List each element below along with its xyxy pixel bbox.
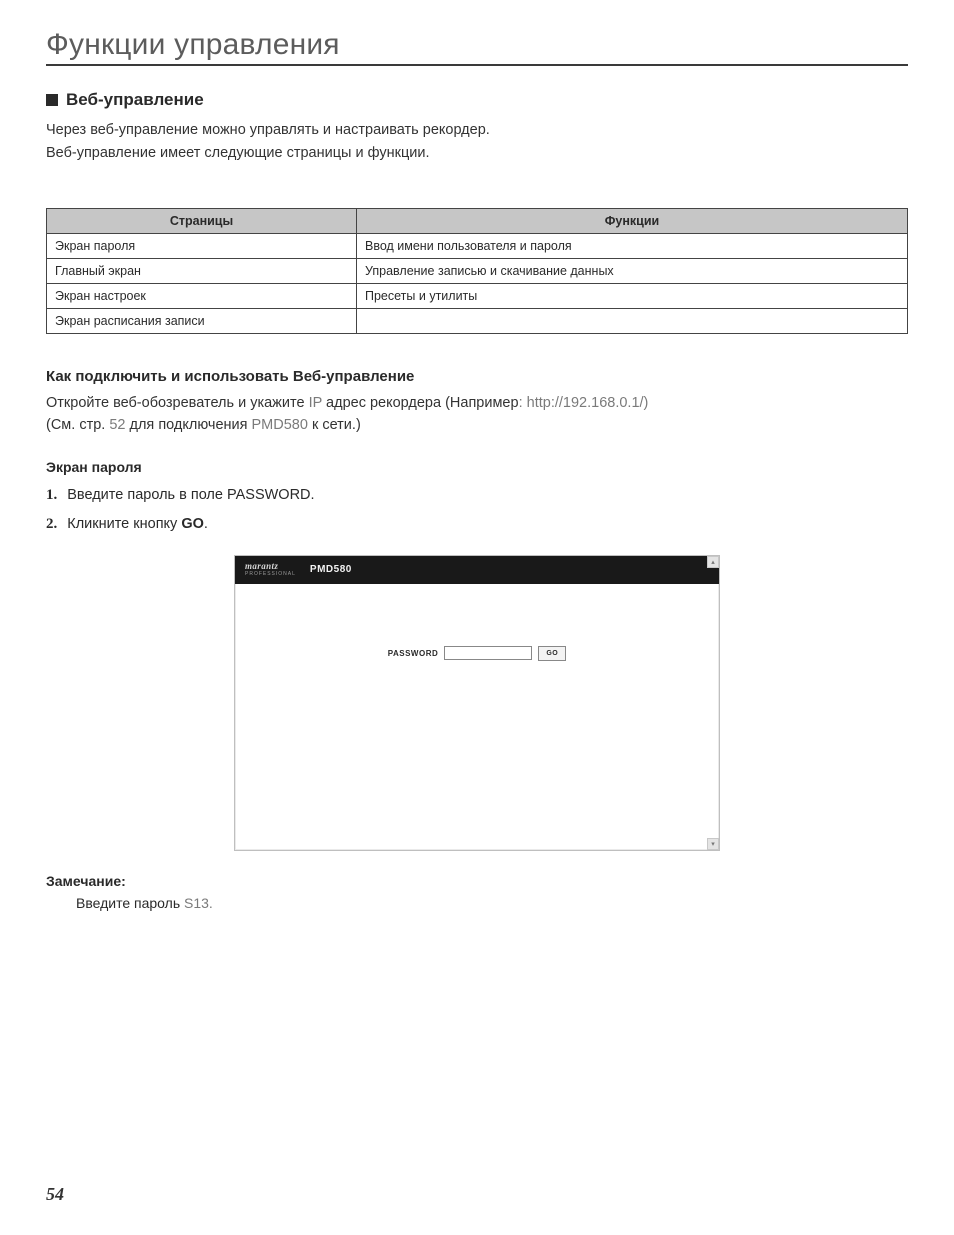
- password-label: PASSWORD: [388, 649, 439, 658]
- section-header-row: Веб-управление: [46, 90, 908, 110]
- model-label: PMD580: [310, 564, 352, 575]
- password-screen-heading: Экран пароля: [46, 459, 908, 475]
- step-number: 2.: [46, 516, 57, 533]
- chapter-title: Функции управления: [46, 28, 908, 66]
- step-text: Введите пароль в поле PASSWORD.: [67, 487, 314, 503]
- text-run-grey: 52: [109, 417, 125, 433]
- th-pages: Страницы: [47, 209, 357, 234]
- note-body: Введите пароль S13.: [46, 895, 908, 911]
- text-run-grey: : http://192.168.0.1/): [519, 395, 649, 411]
- text-run: к сети.): [308, 417, 361, 433]
- scroll-up-icon[interactable]: ▴: [707, 556, 719, 568]
- go-button[interactable]: GO: [538, 646, 566, 661]
- screenshot-header-bar: marantz PROFESSIONAL PMD580: [235, 556, 719, 584]
- page-number: 54: [46, 1184, 64, 1205]
- text-run-bold: GO: [181, 516, 204, 532]
- howto-line-1: Откройте веб-обозреватель и укажите IP а…: [46, 393, 908, 415]
- text-run-grey: S13.: [184, 895, 213, 911]
- table-row: Экран расписания записи: [47, 309, 908, 334]
- password-input[interactable]: [444, 646, 532, 660]
- td-func: [357, 309, 908, 334]
- td-page: Экран пароля: [47, 234, 357, 259]
- intro-line-1: Через веб-управление можно управлять и н…: [46, 120, 908, 141]
- text-run-grey: PMD580: [252, 417, 308, 433]
- table-row: Главный экран Управление записью и скачи…: [47, 259, 908, 284]
- text-run: адрес рекордера (Например: [322, 395, 519, 411]
- step-item: 2. Кликните кнопку GO.: [46, 516, 908, 533]
- text-run: .: [204, 516, 208, 532]
- steps-list: 1. Введите пароль в поле PASSWORD. 2. Кл…: [46, 487, 908, 533]
- text-run: Кликните кнопку: [67, 516, 181, 532]
- brand-subtitle: PROFESSIONAL: [245, 572, 296, 577]
- text-run: Введите пароль в поле: [67, 487, 227, 503]
- text-run: PASSWORD.: [227, 487, 315, 503]
- howto-line-2: (См. стр. 52 для подключения PMD580 к се…: [46, 415, 908, 437]
- scroll-down-icon[interactable]: ▾: [707, 838, 719, 850]
- note-heading: Замечание:: [46, 873, 908, 889]
- text-run: Введите пароль: [76, 895, 184, 911]
- howto-heading: Как подключить и использовать Веб-управл…: [46, 368, 908, 385]
- password-form: PASSWORD GO: [388, 646, 567, 661]
- table-header-row: Страницы Функции: [47, 209, 908, 234]
- pages-functions-table-block: Страницы Функции Экран пароля Ввод имени…: [46, 208, 908, 334]
- td-page: Экран расписания записи: [47, 309, 357, 334]
- td-func: Пресеты и утилиты: [357, 284, 908, 309]
- step-text: Кликните кнопку GO.: [67, 516, 208, 532]
- td-func: Управление записью и скачивание данных: [357, 259, 908, 284]
- brand-name: marantz: [245, 562, 296, 571]
- text-run: Откройте веб-обозреватель и укажите: [46, 395, 309, 411]
- pages-functions-table: Страницы Функции Экран пароля Ввод имени…: [46, 208, 908, 334]
- intro-line-2: Веб-управление имеет следующие страницы …: [46, 143, 908, 164]
- th-functions: Функции: [357, 209, 908, 234]
- td-page: Главный экран: [47, 259, 357, 284]
- section-title: Веб-управление: [66, 90, 204, 110]
- text-run: (См. стр.: [46, 417, 109, 433]
- td-func: Ввод имени пользователя и пароля: [357, 234, 908, 259]
- table-row: Экран пароля Ввод имени пользователя и п…: [47, 234, 908, 259]
- text-run-grey: IP: [309, 395, 322, 411]
- text-run: для подключения: [125, 417, 251, 433]
- td-page: Экран настроек: [47, 284, 357, 309]
- screenshot-body: PASSWORD GO: [235, 584, 719, 850]
- embedded-screenshot-wrap: ▴ marantz PROFESSIONAL PMD580 PASSWORD G…: [46, 555, 908, 851]
- step-item: 1. Введите пароль в поле PASSWORD.: [46, 487, 908, 504]
- table-row: Экран настроек Пресеты и утилиты: [47, 284, 908, 309]
- step-number: 1.: [46, 487, 57, 504]
- square-bullet-icon: [46, 94, 58, 106]
- embedded-screenshot: ▴ marantz PROFESSIONAL PMD580 PASSWORD G…: [234, 555, 720, 851]
- brand-block: marantz PROFESSIONAL: [245, 562, 296, 577]
